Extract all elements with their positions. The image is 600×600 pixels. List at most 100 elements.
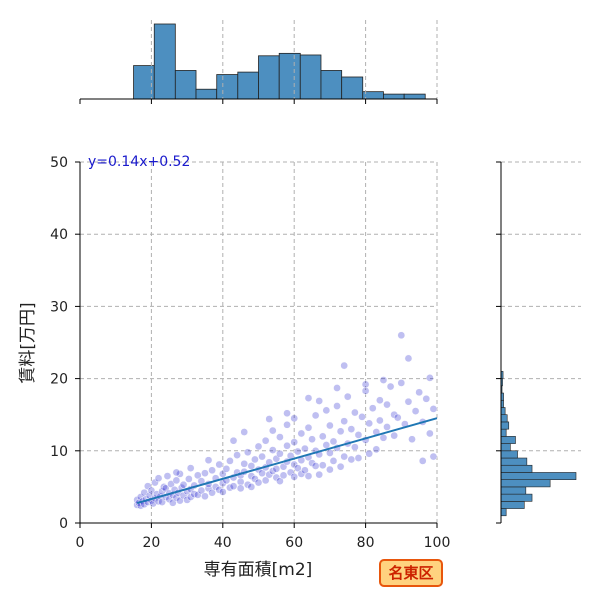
scatter-point-65 xyxy=(222,465,231,473)
right-hist-bar-10 xyxy=(500,436,516,444)
top-hist-bar-2 xyxy=(174,70,197,100)
scatter-point-149 xyxy=(347,455,356,464)
x-axis-label: 専有面積[m2] xyxy=(204,560,313,580)
scatter-point-150 xyxy=(347,425,356,433)
scatter-point-57 xyxy=(208,466,216,475)
scatter-point-188 xyxy=(361,380,370,389)
scatter-point-138 xyxy=(326,421,334,430)
scatter-point-130 xyxy=(315,470,324,479)
scatter-point-196 xyxy=(229,436,238,445)
scatter-point-175 xyxy=(404,397,413,406)
scatter-point-143 xyxy=(336,427,345,436)
scatter-point-70 xyxy=(229,482,238,491)
scatter-point-126 xyxy=(308,435,316,444)
scatter-point-19 xyxy=(154,474,163,483)
scatter-point-29 xyxy=(167,480,175,488)
right-hist-bar-4 xyxy=(500,479,551,488)
scatter-point-189 xyxy=(379,376,388,384)
scatter-point-146 xyxy=(340,417,349,426)
scatter-point-134 xyxy=(322,441,331,449)
scatter-point-155 xyxy=(358,413,366,421)
top-hist-bar-13 xyxy=(403,93,426,100)
scatter-point-26 xyxy=(163,472,172,480)
scatter-points xyxy=(133,331,438,510)
scatter-point-120 xyxy=(301,444,309,453)
scatter-point-167 xyxy=(383,423,391,431)
scatter-point-191 xyxy=(315,397,324,405)
right-hist-bar-7 xyxy=(500,457,528,466)
scatter-point-198 xyxy=(186,464,195,472)
scatter-point-127 xyxy=(311,462,320,470)
scatter-point-171 xyxy=(393,413,402,422)
top-hist-bar-12 xyxy=(383,93,405,100)
scatter-point-82 xyxy=(247,483,256,491)
scatter-point-190 xyxy=(304,394,313,402)
scatter-point-137 xyxy=(326,449,334,457)
scatter-point-75 xyxy=(236,484,245,493)
scatter-point-157 xyxy=(361,387,370,395)
x-tick-label-5: 100 xyxy=(424,535,451,551)
scatter-point-178 xyxy=(411,407,420,415)
scatter-point-197 xyxy=(204,456,213,465)
scatter-point-121 xyxy=(301,466,309,475)
x-tick-label-3: 60 xyxy=(285,535,303,551)
scatter-point-173 xyxy=(397,331,406,340)
scatter-point-194 xyxy=(265,415,274,423)
scatter-point-177 xyxy=(408,435,416,444)
scatter-point-187 xyxy=(340,361,349,370)
scatter-point-182 xyxy=(422,394,431,403)
scatter-point-76 xyxy=(240,459,249,468)
scatter-point-43 xyxy=(185,475,193,483)
scatter-point-180 xyxy=(418,457,427,465)
y-tick-label-0: 0 xyxy=(59,516,68,532)
scatter-point-145 xyxy=(340,452,349,461)
scatter-point-183 xyxy=(426,429,434,438)
regression-equation-label: y=0.14x+0.52 xyxy=(88,154,190,170)
x-tick-label-0: 0 xyxy=(76,535,85,551)
x-tick-label-4: 80 xyxy=(357,535,375,551)
y-tick-label-5: 50 xyxy=(50,155,68,171)
right-hist-bar-11 xyxy=(500,428,507,437)
scatter-point-103 xyxy=(276,433,284,441)
scatter-point-165 xyxy=(379,433,388,442)
scatter-point-151 xyxy=(351,443,359,452)
scatter-point-108 xyxy=(283,420,291,429)
right-hist-bar-14 xyxy=(500,407,506,416)
scatter-point-64 xyxy=(218,488,227,496)
scatter-point-87 xyxy=(254,478,263,487)
main-axes: 0 20 40 60 80 100 0 10 20 30 40 50 xyxy=(50,155,450,551)
y-tick-label-1: 10 xyxy=(50,444,68,460)
top-hist-bar-8 xyxy=(299,54,322,100)
scatter-point-176 xyxy=(404,354,413,363)
right-hist-bar-5 xyxy=(500,472,577,480)
scatter-point-107 xyxy=(283,441,291,450)
scatter-point-159 xyxy=(365,449,374,458)
region-badge-label: 名東区 xyxy=(388,564,433,582)
scatter-point-195 xyxy=(240,428,249,436)
top-hist-bar-7 xyxy=(278,52,301,100)
y-axis-label: 賃料[万円] xyxy=(18,302,38,383)
regression-line xyxy=(136,417,438,505)
scatter-point-86 xyxy=(254,442,263,451)
scatter-point-141 xyxy=(333,402,341,410)
x-tick-label-2: 40 xyxy=(214,535,232,551)
scatter-point-163 xyxy=(376,396,384,405)
scatter-point-153 xyxy=(354,431,363,439)
top-hist-bar-4 xyxy=(216,74,239,100)
scatter-point-97 xyxy=(268,426,277,435)
scatter-point-132 xyxy=(318,432,327,441)
scatter-point-128 xyxy=(311,411,320,420)
right-hist-bar-8 xyxy=(500,450,518,459)
top-hist-bar-10 xyxy=(341,76,364,100)
scatter-point-89 xyxy=(258,452,266,461)
right-hist-bar-1 xyxy=(500,501,525,509)
right-hist-bar-0 xyxy=(500,508,507,517)
scatter-point-186 xyxy=(429,405,438,413)
scatter-point-92 xyxy=(261,436,270,445)
scatter-point-40 xyxy=(179,480,188,489)
scatter-point-185 xyxy=(429,452,438,461)
scatter-point-114 xyxy=(290,414,299,423)
scatter-point-144 xyxy=(336,462,345,471)
scatter-point-118 xyxy=(297,429,306,438)
